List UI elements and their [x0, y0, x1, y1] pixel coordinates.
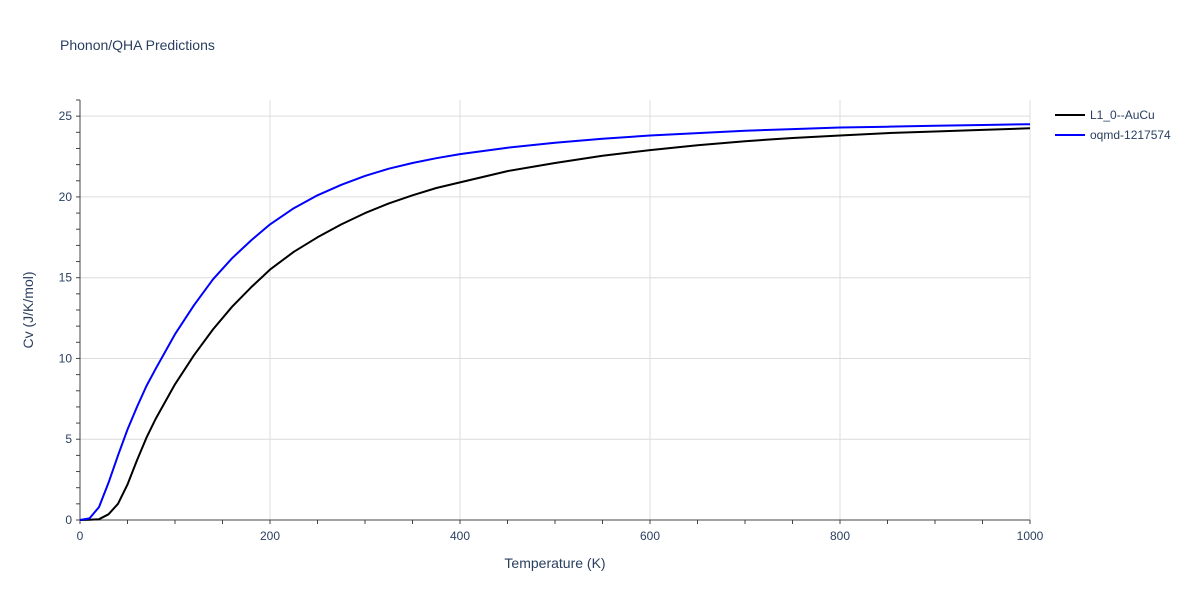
y-tick-label: 10 — [59, 351, 73, 365]
y-tick-label: 0 — [65, 513, 72, 527]
y-tick-label: 25 — [59, 109, 73, 123]
chart-title: Phonon/QHA Predictions — [60, 37, 215, 53]
x-tick-label: 800 — [830, 529, 850, 543]
y-tick-label: 20 — [59, 190, 73, 204]
legend-label-1: L1_0--AuCu — [1090, 108, 1155, 122]
legend-label-2: oqmd-1217574 — [1090, 128, 1171, 142]
y-tick-label: 15 — [59, 271, 73, 285]
series-line-2 — [79, 123, 1031, 521]
y-axis-title: Cv (J/K/mol) — [20, 272, 36, 349]
x-tick-label: 400 — [450, 529, 470, 543]
series-line-1 — [79, 127, 1031, 521]
axes: 0 200 400 600 800 1000 0 5 10 15 20 25 — [59, 99, 1044, 543]
series-group — [79, 123, 1031, 521]
x-tick-label: 600 — [640, 529, 660, 543]
grid — [80, 100, 1031, 520]
legend: L1_0--AuCu oqmd-1217574 — [1055, 108, 1171, 142]
x-tick-label: 0 — [77, 529, 84, 543]
y-tick-label: 5 — [65, 432, 72, 446]
x-tick-label: 200 — [260, 529, 280, 543]
x-tick-label: 1000 — [1017, 529, 1044, 543]
x-axis-title: Temperature (K) — [504, 555, 605, 571]
